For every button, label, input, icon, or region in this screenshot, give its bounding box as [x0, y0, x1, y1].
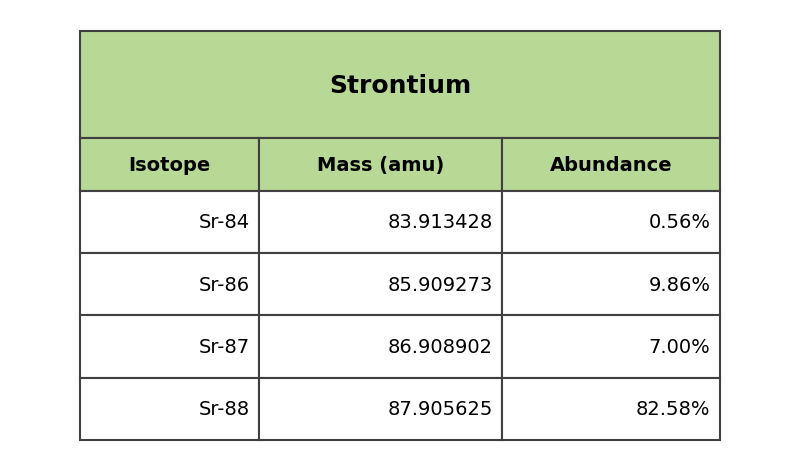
Text: 85.909273: 85.909273 [387, 275, 493, 294]
Text: Isotope: Isotope [129, 156, 210, 174]
Bar [80, 138, 259, 191]
Text: 9.86%: 9.86% [649, 275, 710, 294]
Bar [80, 378, 259, 440]
Text: 87.905625: 87.905625 [387, 399, 493, 418]
Bar [502, 191, 720, 253]
Text: Sr-86: Sr-86 [198, 275, 250, 294]
Bar [502, 253, 720, 316]
Text: 86.908902: 86.908902 [388, 337, 493, 356]
Text: Abundance: Abundance [550, 156, 673, 174]
Text: Sr-87: Sr-87 [198, 337, 250, 356]
Text: 82.58%: 82.58% [636, 399, 710, 418]
Bar [80, 316, 259, 378]
Bar [502, 378, 720, 440]
Text: 0.56%: 0.56% [649, 213, 710, 232]
Bar [259, 138, 502, 191]
Bar [80, 191, 259, 253]
Bar [80, 253, 259, 316]
Text: Sr-88: Sr-88 [198, 399, 250, 418]
Text: 7.00%: 7.00% [649, 337, 710, 356]
Bar [502, 316, 720, 378]
Text: Sr-84: Sr-84 [198, 213, 250, 232]
Text: 83.913428: 83.913428 [387, 213, 493, 232]
Bar [259, 191, 502, 253]
Text: Strontium: Strontium [329, 74, 471, 97]
Text: Mass (amu): Mass (amu) [317, 156, 445, 174]
Bar [259, 253, 502, 316]
Bar [502, 138, 720, 191]
Bar [80, 32, 720, 138]
Bar [259, 378, 502, 440]
Bar [259, 316, 502, 378]
